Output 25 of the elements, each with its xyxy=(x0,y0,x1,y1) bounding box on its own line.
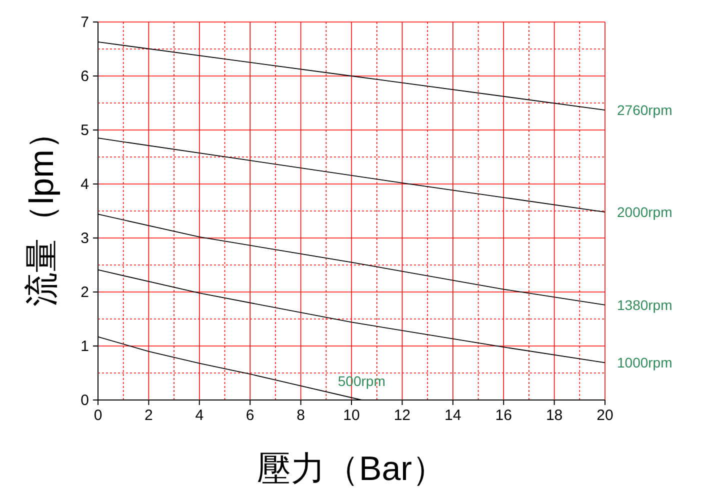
x-tick-label: 14 xyxy=(444,407,462,424)
series-label: 1380rpm xyxy=(617,296,672,313)
y-tick-label: 5 xyxy=(80,122,89,139)
x-tick-label: 6 xyxy=(246,407,254,424)
x-axis-title: 壓力（Bar） xyxy=(257,450,446,488)
y-tick-label: 1 xyxy=(80,338,89,355)
y-tick-label: 6 xyxy=(80,68,89,85)
y-tick-label: 0 xyxy=(80,392,89,409)
y-tick-label: 4 xyxy=(80,176,89,193)
y-tick-label: 2 xyxy=(80,284,89,301)
x-tick-label: 4 xyxy=(195,407,204,424)
x-tick-label: 10 xyxy=(343,407,360,424)
series-label: 1000rpm xyxy=(617,354,672,371)
x-tick-label: 12 xyxy=(394,407,411,424)
series-label: 2000rpm xyxy=(617,204,672,220)
x-tick-label: 18 xyxy=(546,407,563,424)
x-tick-label: 2 xyxy=(144,407,153,424)
y-tick-label: 7 xyxy=(80,14,89,31)
x-tick-label: 16 xyxy=(495,407,512,424)
y-tick-label: 3 xyxy=(80,230,89,247)
x-tick-label: 0 xyxy=(94,407,102,424)
y-axis-title: 流量（lpm） xyxy=(23,116,61,306)
x-tick-label: 8 xyxy=(296,407,305,424)
series-label: 2760rpm xyxy=(617,102,672,118)
x-tick-label: 20 xyxy=(596,407,614,424)
